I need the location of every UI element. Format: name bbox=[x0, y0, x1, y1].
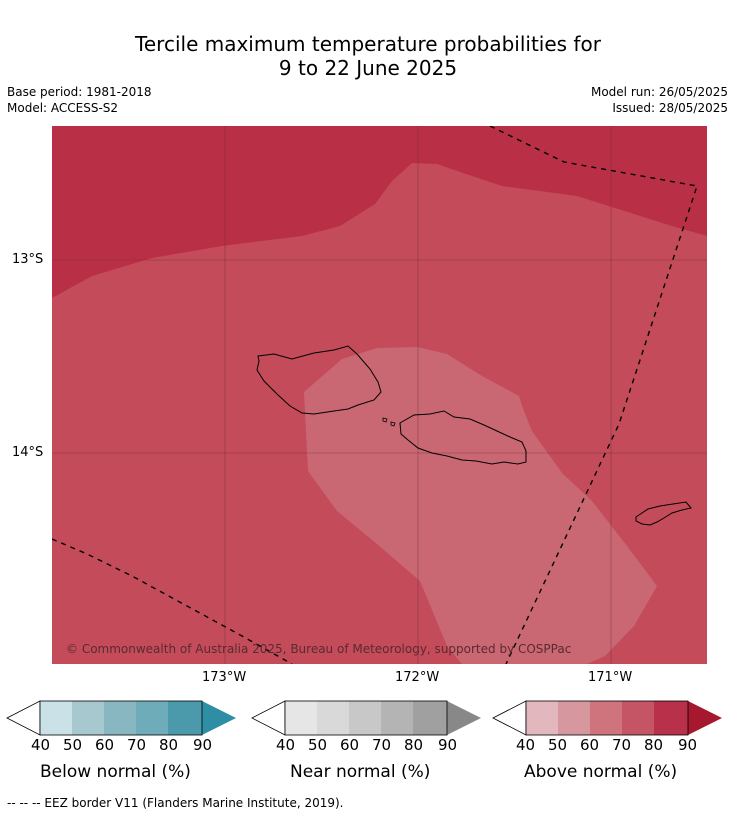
colorbar-near-swatch-2 bbox=[317, 701, 349, 735]
above-normal-label: Above normal (%) bbox=[524, 762, 678, 782]
below-tick-40: 40 bbox=[31, 736, 51, 754]
near-tick-40: 40 bbox=[276, 736, 296, 754]
eez-legend-note: -- -- -- EEZ border V11 (Flanders Marine… bbox=[7, 796, 344, 810]
colorbar-below-swatch-5 bbox=[168, 701, 202, 735]
lon-label-173w: 173°W bbox=[202, 670, 247, 685]
colorbar-near-max-arrow bbox=[447, 701, 481, 735]
colorbar-below-swatch-4 bbox=[136, 701, 168, 735]
lon-label-171w: 171°W bbox=[588, 670, 633, 685]
near-tick-90: 90 bbox=[438, 736, 458, 754]
near-tick-80: 80 bbox=[404, 736, 424, 754]
above-tick-40: 40 bbox=[516, 736, 536, 754]
upolu-island bbox=[399, 410, 527, 465]
above-tick-90: 90 bbox=[678, 736, 698, 754]
colorbar-above-swatch-4 bbox=[622, 701, 654, 735]
colorbar-below-max-arrow bbox=[202, 701, 236, 735]
below-tick-70: 70 bbox=[127, 736, 147, 754]
savaii-island bbox=[256, 345, 382, 415]
colorbar-near-min-arrow bbox=[251, 700, 286, 736]
colorbar-near-swatch-3 bbox=[349, 701, 381, 735]
colorbar-below-swatch-3 bbox=[104, 701, 136, 735]
eez-border bbox=[489, 126, 698, 664]
lon-label-172w: 172°W bbox=[395, 670, 440, 685]
below-tick-90: 90 bbox=[193, 736, 213, 754]
colorbar-below-min-arrow bbox=[6, 700, 41, 736]
colorbar-below-swatch-1 bbox=[40, 701, 72, 735]
colorbar-near-swatch-1 bbox=[285, 701, 317, 735]
below-tick-50: 50 bbox=[63, 736, 83, 754]
below-tick-80: 80 bbox=[159, 736, 179, 754]
eez-border-southwest bbox=[52, 538, 293, 664]
above-60-region bbox=[304, 347, 657, 664]
base-period: Base period: 1981-2018 bbox=[7, 85, 152, 99]
near-tick-50: 50 bbox=[308, 736, 328, 754]
colorbar-near-swatch-4 bbox=[381, 701, 413, 735]
colorbar-near-normal bbox=[251, 700, 481, 736]
colorbar-above-normal bbox=[492, 700, 722, 736]
model-run: Model run: 26/05/2025 bbox=[590, 85, 728, 99]
apolima-island bbox=[390, 421, 396, 427]
model-name: Model: ACCESS-S2 bbox=[7, 101, 119, 115]
colorbar-above-max-arrow bbox=[688, 701, 722, 735]
near-normal-label: Near normal (%) bbox=[290, 762, 431, 782]
above-tick-80: 80 bbox=[644, 736, 664, 754]
map-title-line2: 9 to 22 June 2025 bbox=[278, 56, 458, 80]
lat-label-13s: 13°S bbox=[12, 252, 44, 267]
colorbar-above-swatch-3 bbox=[590, 701, 622, 735]
colorbar-near-swatch-5 bbox=[413, 701, 447, 735]
colorbar-above-swatch-1 bbox=[526, 701, 558, 735]
colorbar-above-min-arrow bbox=[492, 700, 527, 736]
issued-date: Issued: 28/05/2025 bbox=[612, 101, 728, 115]
below-tick-60: 60 bbox=[95, 736, 115, 754]
near-tick-60: 60 bbox=[340, 736, 360, 754]
colorbar-above-swatch-5 bbox=[654, 701, 688, 735]
manono-island bbox=[382, 417, 388, 423]
above-80-region bbox=[52, 126, 707, 298]
copyright-notice: © Commonwealth of Australia 2025, Bureau… bbox=[66, 642, 572, 656]
tutuila-island bbox=[635, 501, 692, 526]
above-tick-50: 50 bbox=[548, 736, 568, 754]
probability-map bbox=[52, 126, 707, 664]
above-tick-70: 70 bbox=[612, 736, 632, 754]
map-title-line1: Tercile maximum temperature probabilitie… bbox=[135, 32, 601, 56]
lat-label-14s: 14°S bbox=[12, 445, 44, 460]
below-normal-label: Below normal (%) bbox=[40, 762, 191, 782]
colorbar-above-swatch-2 bbox=[558, 701, 590, 735]
above-tick-60: 60 bbox=[580, 736, 600, 754]
colorbar-below-normal bbox=[6, 700, 236, 736]
near-tick-70: 70 bbox=[372, 736, 392, 754]
colorbar-below-swatch-2 bbox=[72, 701, 104, 735]
